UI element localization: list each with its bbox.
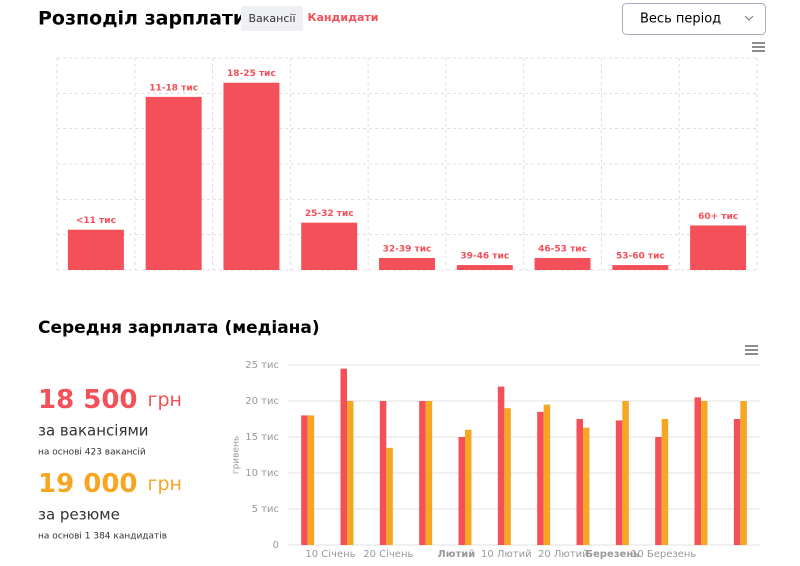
bar: [465, 429, 472, 545]
bar: [379, 257, 435, 270]
stat-number: 18 500: [38, 385, 138, 415]
bar: [67, 229, 124, 270]
x-tick-label: Березень: [585, 549, 639, 560]
stat-label: за резюме: [38, 506, 120, 524]
bar-label: <11 тис: [76, 216, 116, 226]
x-tick-label: 10 Березень: [631, 549, 696, 560]
bar: [458, 437, 465, 545]
bar: [537, 411, 544, 545]
menu-icon[interactable]: [752, 42, 765, 52]
bar: [301, 415, 308, 545]
bar: [145, 96, 202, 270]
tab-bg: [241, 6, 303, 31]
section-title: Середня зарплата (медіана): [38, 318, 320, 338]
y-tick-label: 10 тис: [245, 468, 279, 479]
bar: [740, 401, 747, 545]
stat-value: 18 500 грн: [38, 385, 182, 415]
stat-value: 19 000 грн: [38, 469, 182, 499]
bar: [701, 401, 708, 545]
tab[interactable]: Вакансії: [248, 12, 296, 25]
bar-label: 53-60 тис: [616, 252, 665, 262]
bar: [622, 401, 629, 545]
bar: [694, 397, 701, 545]
stat-unit: грн: [148, 473, 182, 495]
title: Розподіл зарплати: [38, 8, 246, 30]
bar: [661, 419, 669, 545]
bar: [456, 265, 513, 270]
bar: [307, 415, 315, 545]
y-tick-label: 20 тис: [245, 396, 279, 407]
bar: [340, 368, 347, 545]
period-select[interactable]: [622, 3, 766, 35]
stat-note: на основі 1 384 кандидатів: [38, 532, 167, 542]
y-tick-label: 0: [273, 540, 279, 551]
tab-active[interactable]: Кандидати: [308, 11, 379, 24]
bar: [379, 401, 387, 545]
menu-icon[interactable]: [745, 345, 758, 355]
bar: [733, 419, 741, 545]
bar: [419, 401, 426, 545]
bar-label: 39-46 тис: [460, 252, 509, 262]
bar: [615, 420, 623, 545]
bar: [301, 222, 358, 270]
bar: [425, 401, 433, 545]
bar: [504, 408, 511, 545]
bar: [543, 404, 551, 545]
bar: [690, 225, 747, 270]
stat-label: за вакансіями: [38, 422, 149, 440]
bar: [583, 427, 590, 545]
bar: [223, 82, 280, 270]
bar: [655, 437, 662, 545]
bar-label: 46-53 тис: [538, 244, 587, 254]
x-tick-label: 20 Січень: [363, 548, 413, 560]
bar: [347, 401, 354, 545]
stat-number: 19 000: [38, 469, 138, 499]
chevron: [744, 15, 754, 21]
stat-note: на основі 423 вакансій: [38, 448, 146, 458]
bar-label: 32-39 тис: [383, 244, 432, 254]
y-tick-label: 5 тис: [252, 504, 279, 515]
period-label: Весь період: [640, 12, 721, 27]
bar-label: 60+ тис: [698, 212, 738, 222]
bar-label: 18-25 тис: [227, 69, 276, 79]
x-tick-label: 10 Лютий: [481, 549, 532, 560]
x-tick-label: Лютий: [437, 549, 475, 560]
x-tick-label: 10 Січень: [305, 548, 355, 560]
bar-label: 25-32 тис: [305, 209, 354, 219]
bar: [497, 386, 505, 545]
y-tick-label: 25 тис: [245, 360, 279, 371]
x-tick-label: 20 Лютий: [538, 549, 589, 560]
bar: [612, 265, 669, 270]
stat-unit: грн: [148, 389, 182, 411]
bar: [534, 257, 591, 270]
y-tick-label: 15 тис: [245, 432, 279, 443]
bar: [386, 447, 393, 545]
bar-label: 11-18 тис: [149, 83, 198, 93]
y-axis-label: гривень: [232, 436, 242, 474]
bar: [576, 419, 583, 545]
